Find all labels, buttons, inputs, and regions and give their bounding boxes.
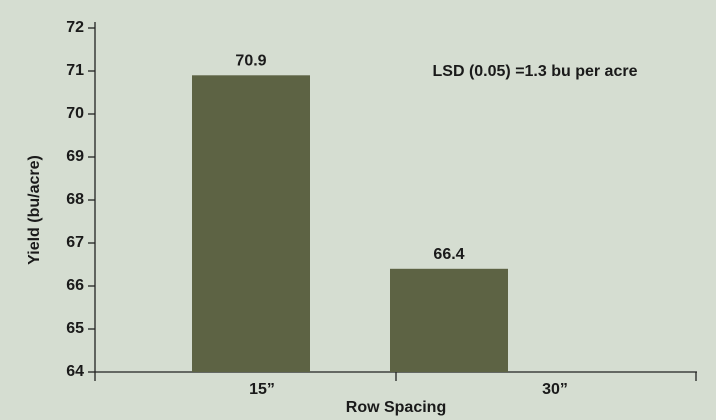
y-tick-label: 65	[66, 320, 84, 337]
y-tick-label: 66	[66, 277, 84, 294]
x-axis-title: Row Spacing	[346, 399, 446, 416]
y-tick-label: 71	[66, 62, 84, 79]
y-tick-label: 67	[66, 234, 84, 251]
bar	[192, 75, 310, 373]
data-label: 66.4	[433, 246, 464, 263]
bar	[390, 268, 508, 372]
annotation: LSD (0.05) =1.3 bu per acre	[433, 63, 638, 80]
y-tick-label: 69	[66, 148, 84, 165]
x-tick-label: 15”	[249, 381, 275, 398]
y-tick-label: 70	[66, 105, 84, 122]
y-tick-label: 72	[66, 19, 84, 36]
y-tick-label: 68	[66, 191, 84, 208]
data-label: 70.9	[235, 53, 266, 70]
y-tick-label: 64	[66, 363, 84, 380]
y-axis-title: Yield (bu/acre)	[26, 155, 43, 265]
x-tick-label: 30”	[542, 381, 568, 398]
